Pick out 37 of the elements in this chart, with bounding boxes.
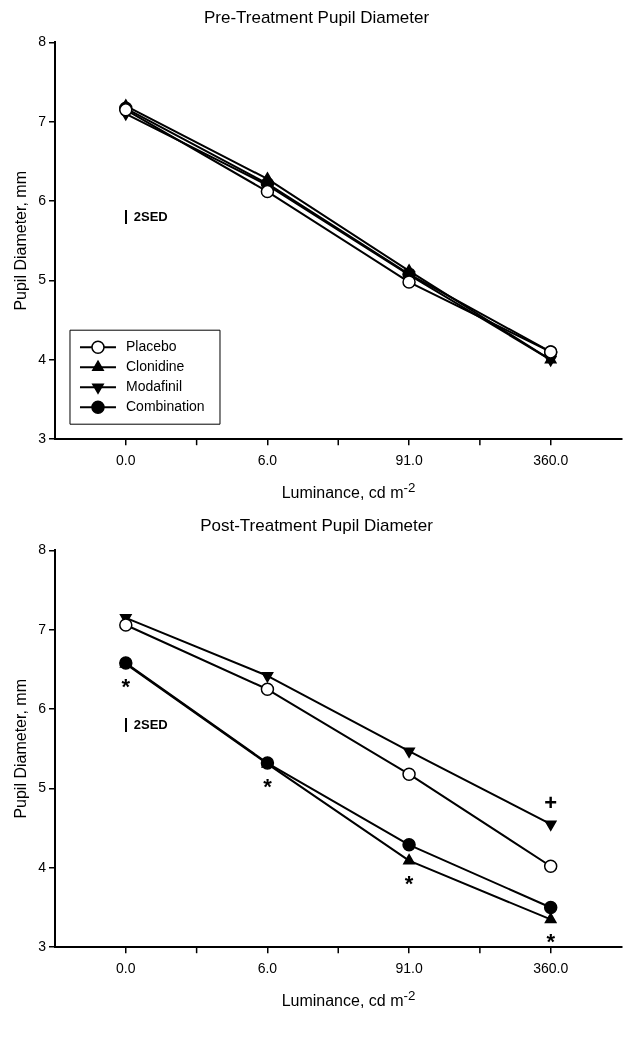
annotation: * <box>404 871 414 897</box>
annotation: * <box>121 674 131 700</box>
y-tick-label: 7 <box>38 620 47 637</box>
legend-label: Modafinil <box>125 378 183 395</box>
y-tick-label: 5 <box>38 271 47 288</box>
x-tick-label: 91.0 <box>395 960 423 977</box>
y-tick-label: 6 <box>38 191 47 208</box>
y-tick-label: 8 <box>38 33 47 50</box>
annotation: + <box>544 790 558 816</box>
y-tick-label: 7 <box>38 112 47 129</box>
y-tick-label: 3 <box>38 938 47 955</box>
y-tick-label: 4 <box>38 859 47 876</box>
legend-label: Placebo <box>125 338 177 355</box>
x-tick-label: 0.0 <box>116 960 136 977</box>
chart-title: Post-Treatment Pupil Diameter <box>200 516 434 536</box>
x-tick-label: 0.0 <box>116 452 136 469</box>
annotation: * <box>263 774 273 800</box>
x-tick-label: 360.0 <box>533 452 569 469</box>
annotation: * <box>546 929 556 955</box>
legend-label: Combination <box>125 398 205 415</box>
chart-title: Pre-Treatment Pupil Diameter <box>203 7 430 27</box>
y-tick-label: 5 <box>38 779 47 796</box>
y-tick-label: 6 <box>38 700 47 717</box>
y-axis-title: Pupil Diameter, mm <box>12 679 30 819</box>
x-axis-title: Luminance, cd m$^{-2}$ <box>280 988 417 1011</box>
annotation: 2SED <box>133 208 168 224</box>
x-tick-label: 6.0 <box>257 960 278 977</box>
y-tick-label: 8 <box>38 541 47 558</box>
annotation: 2SED <box>133 716 168 732</box>
x-tick-label: 6.0 <box>257 452 278 469</box>
x-axis-title: Luminance, cd m$^{-2}$ <box>280 480 417 503</box>
x-tick-label: 360.0 <box>533 960 569 977</box>
y-tick-label: 3 <box>38 430 47 447</box>
y-axis-title: Pupil Diameter, mm <box>12 171 30 311</box>
legend-label: Clonidine <box>125 358 185 375</box>
y-tick-label: 4 <box>38 350 47 367</box>
x-tick-label: 91.0 <box>395 452 423 469</box>
